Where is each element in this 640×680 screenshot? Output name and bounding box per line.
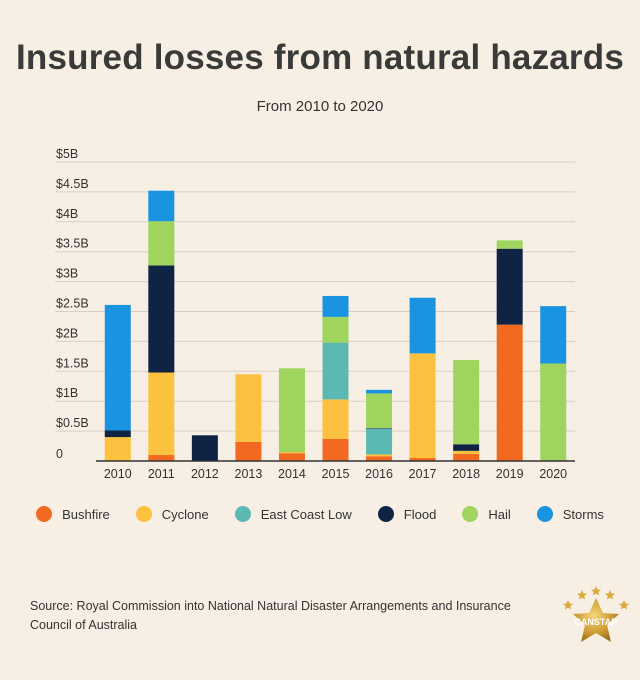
- bar-segment-bushfire: [496, 324, 523, 461]
- legend-label: East Coast Low: [260, 506, 352, 522]
- legend-swatch: [462, 506, 479, 522]
- x-tick-label: 2016: [365, 467, 393, 481]
- y-tick-label: $4B: [56, 207, 78, 221]
- bar-segment-east-coast-low: [322, 342, 349, 400]
- y-tick-label: $1B: [56, 386, 78, 400]
- bar-segment-cyclone: [453, 450, 480, 454]
- bar-segment-cyclone: [366, 454, 393, 457]
- bar-segment-cyclone: [409, 353, 436, 459]
- legend-item: Flood: [377, 506, 437, 522]
- x-tick-label: 2011: [148, 467, 175, 481]
- legend-item: Hail: [462, 506, 511, 522]
- stacked-bar-chart: 0 $0.5B $1B $1.5B $2B $2.5B $3B $3.5B $4B $4.5B $5…: [55, 147, 575, 481]
- bar-segment-flood: [191, 435, 218, 461]
- y-tick-label: 0: [56, 447, 63, 461]
- y-tick-label: $2B: [56, 326, 78, 340]
- legend-swatch: [377, 506, 394, 522]
- bar-segment-bushfire: [322, 438, 349, 461]
- star-icon: [563, 586, 629, 610]
- bar-segment-cyclone: [235, 374, 262, 442]
- x-tick-label: 2015: [322, 467, 350, 481]
- bar-segment-hail: [540, 363, 567, 461]
- legend-item: East Coast Low: [234, 506, 352, 522]
- bar-segment-bushfire: [453, 453, 480, 461]
- legend-label: Bushfire: [62, 506, 110, 522]
- y-tick-label: $0.5B: [56, 416, 89, 430]
- bar-segment-hail: [148, 221, 175, 266]
- bar-segment-hail: [322, 316, 349, 343]
- bar-segment-hail: [278, 368, 305, 453]
- x-tick-label: 2014: [278, 467, 306, 481]
- legend-label: Storms: [562, 506, 604, 522]
- x-tick-label: 2010: [104, 467, 132, 481]
- bar-segment-bushfire: [278, 453, 305, 461]
- bar-segment-storms: [148, 190, 175, 222]
- bar-segment-flood: [148, 265, 175, 373]
- bar-segment-cyclone: [148, 372, 175, 456]
- bar-segment-flood: [496, 248, 523, 325]
- bar-segment-bushfire: [409, 458, 436, 461]
- chart-subtitle: From 2010 to 2020: [256, 98, 384, 115]
- source-note: Source: Royal Commission into National N…: [30, 599, 511, 632]
- bar-segment-bushfire: [148, 455, 175, 461]
- bar-segment-hail: [453, 359, 480, 445]
- legend-item: Storms: [536, 506, 604, 522]
- bar-segment-bushfire: [366, 456, 393, 461]
- bar-segment-storms: [540, 306, 567, 364]
- bar-segment-storms: [409, 297, 436, 354]
- bar-segment-storms: [322, 295, 349, 317]
- x-tick-label: 2020: [539, 467, 567, 481]
- bar-segment-storms: [104, 304, 131, 431]
- bar-segment-cyclone: [322, 399, 349, 439]
- legend-item: Cyclone: [135, 506, 209, 522]
- bars: [104, 190, 567, 461]
- legend-label: Flood: [403, 506, 437, 522]
- y-tick-label: $3.5B: [56, 237, 89, 251]
- bar-segment-flood: [366, 428, 393, 429]
- chart-title: Insured losses from natural hazards: [15, 38, 624, 77]
- legend: Bushfire Cyclone East Coast Low Flood Hail St…: [0, 506, 640, 522]
- y-tick-label: $2.5B: [56, 297, 89, 311]
- gold-star-icon: [573, 598, 619, 642]
- y-tick-label: $3B: [56, 267, 78, 281]
- bar-segment-hail: [496, 240, 523, 249]
- legend-swatch: [536, 506, 553, 522]
- axes: 0 $0.5B $1B $1.5B $2B $2.5B $3B $3.5B $4B $4.5B $5…: [56, 147, 575, 481]
- x-tick-label: 2012: [191, 467, 219, 481]
- x-tick-label: 2019: [496, 467, 524, 481]
- x-tick-label: 2017: [409, 467, 437, 481]
- bar-segment-flood: [104, 430, 131, 438]
- legend-swatch: [135, 506, 152, 522]
- x-tick-label: 2018: [452, 467, 480, 481]
- bar-segment-storms: [366, 389, 393, 394]
- bar-segment-hail: [366, 393, 393, 429]
- bar-segment-bushfire: [235, 441, 262, 461]
- legend-swatch: [234, 506, 251, 522]
- grid-lines: [55, 161, 575, 432]
- y-tick-label: $5B: [56, 147, 78, 161]
- legend-label: Cyclone: [161, 506, 209, 522]
- y-tick-label: $4.5B: [56, 177, 89, 191]
- canstar-logo: CANSTAR: [563, 586, 629, 642]
- y-tick-label: $1.5B: [56, 356, 89, 370]
- logo-text: CANSTAR: [574, 617, 618, 627]
- bar-segment-flood: [453, 444, 480, 451]
- legend-label: Hail: [488, 506, 511, 522]
- bar-segment-east-coast-low: [366, 428, 393, 455]
- legend-item: Bushfire: [36, 506, 110, 522]
- bar-segment-cyclone: [278, 452, 305, 454]
- legend-swatch: [36, 506, 53, 522]
- bar-segment-cyclone: [104, 437, 131, 461]
- x-tick-label: 2013: [235, 467, 263, 481]
